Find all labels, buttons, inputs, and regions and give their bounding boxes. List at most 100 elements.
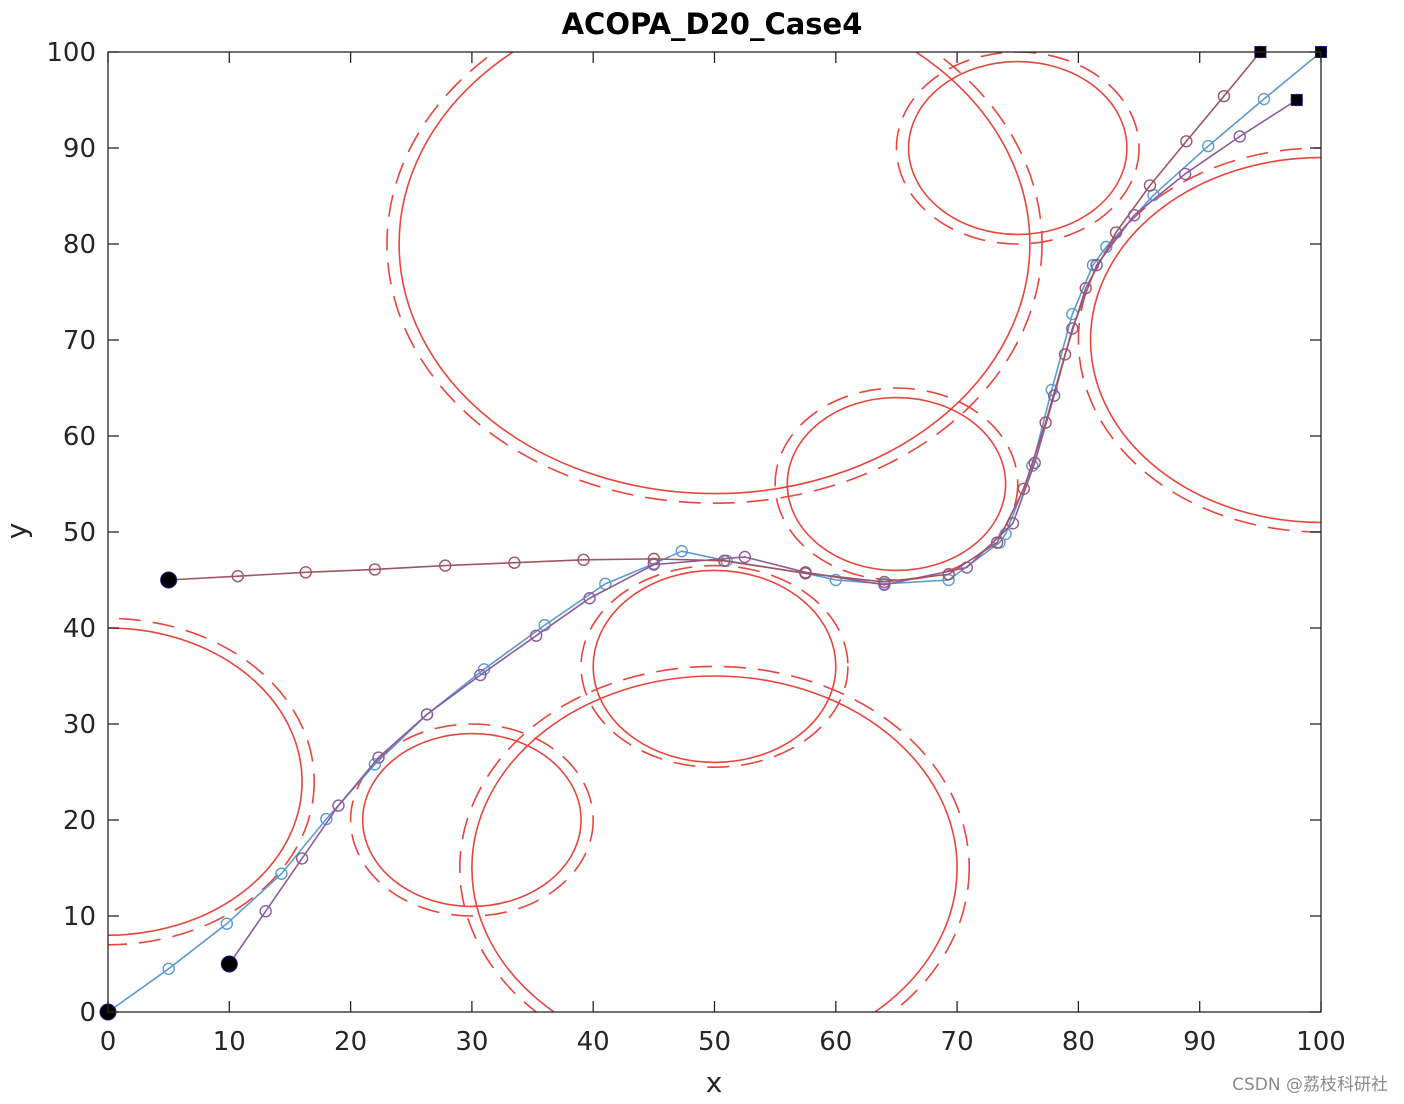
series-3-point (1017, 482, 1031, 495)
series-3-point (508, 556, 521, 569)
series-3-point (299, 566, 312, 579)
obstacle-6 (786, 396, 1007, 572)
series-3-point (718, 554, 731, 567)
obstacle-1-safety-margin (108, 617, 315, 946)
y-tick-label: 30 (63, 710, 96, 740)
obstacle-7-safety-margin (895, 52, 1140, 245)
series-1-point (1201, 139, 1215, 153)
series-2-point (1178, 167, 1192, 181)
obstacle-3 (471, 675, 958, 1012)
series-2-point (583, 592, 596, 605)
obstacle-2 (361, 732, 582, 908)
series-3 (160, 45, 1267, 589)
series-3-point (1039, 416, 1052, 429)
series-2-line (228, 99, 1298, 965)
y-tick-label: 80 (63, 230, 96, 260)
series-3-point (439, 559, 452, 572)
series-2-point (372, 751, 385, 764)
x-tick-label: 100 (1296, 1027, 1346, 1057)
obstacle-6-safety-margin (774, 387, 1019, 581)
obstacle-3-safety-margin (459, 665, 970, 1012)
series-2-point (259, 905, 272, 918)
x-tick-label: 70 (941, 1027, 974, 1057)
x-tick-label: 50 (698, 1027, 731, 1057)
series-3-point (1143, 179, 1157, 192)
series-1-point (220, 917, 234, 930)
series-2 (220, 93, 1303, 973)
series-2-point (1066, 322, 1079, 335)
obstacle-5 (398, 52, 1031, 495)
x-tick-label: 80 (1062, 1027, 1095, 1057)
x-tick-label: 20 (334, 1027, 367, 1057)
obstacle-4 (592, 569, 837, 764)
x-axis-label: x (706, 1066, 723, 1099)
series-2-start-marker (220, 955, 238, 973)
series-3-point (368, 563, 382, 576)
y-tick-label: 70 (63, 326, 96, 356)
series-2-point (420, 708, 434, 721)
obstacle-8-safety-margin (1077, 147, 1321, 533)
obstacle-4-safety-margin (580, 564, 849, 769)
y-tick-label: 50 (63, 518, 96, 548)
chart-title: ACOPA_D20_Case4 (562, 7, 863, 41)
series-3-point (231, 569, 244, 583)
series-1-point (999, 527, 1012, 541)
series-1 (99, 45, 1328, 1021)
series-3-point (647, 552, 661, 566)
x-tick-label: 40 (577, 1027, 610, 1057)
series-3-point (1180, 135, 1193, 148)
series-3-point (577, 553, 590, 567)
obstacle-5-safety-margin (386, 52, 1043, 504)
y-tick-label: 100 (46, 38, 96, 68)
series-1-point (1257, 92, 1271, 106)
series-1-point (829, 573, 842, 587)
series-2-point (738, 550, 752, 564)
series-1-point (275, 867, 288, 880)
y-axis-label: y (0, 523, 33, 540)
series-1-point (162, 962, 175, 975)
series-3-point (878, 575, 891, 589)
series-1-point (368, 758, 382, 771)
series-2-point (1233, 130, 1246, 143)
series-3-point (1217, 89, 1231, 103)
series-3-start-marker (160, 571, 178, 589)
obstacle-8 (1089, 156, 1321, 524)
series-2-point (474, 668, 487, 682)
obstacle-2-safety-margin (349, 723, 594, 917)
axes: 0 10 20 30 40 50 60 70 80 90 100 0 10 20 30 40 50 60 70 80 9… (46, 38, 1345, 1057)
series-3-point (1058, 348, 1072, 361)
series-2-point (295, 852, 309, 865)
series-2-end-marker (1290, 94, 1303, 106)
series-1-point (675, 545, 688, 558)
obstacle-1 (108, 627, 303, 936)
series-3-point (1079, 281, 1092, 295)
y-tick-label: 40 (63, 614, 96, 644)
series-3-line (168, 51, 1261, 583)
y-tick-label: 90 (63, 134, 96, 164)
series-2-point (878, 578, 891, 591)
obstacles (108, 52, 1321, 1012)
series-1-line (107, 51, 1322, 1013)
series-2-point (332, 799, 345, 812)
series-3-point (942, 568, 955, 581)
plot-frame (107, 51, 1322, 1013)
obstacle-7 (907, 60, 1128, 236)
x-tick-label: 30 (455, 1027, 488, 1057)
series-3-point (799, 567, 812, 580)
watermark: CSDN @荔枝科研社 (1232, 1075, 1388, 1095)
x-tick-label: 10 (213, 1027, 246, 1057)
path-series (99, 45, 1328, 1021)
y-tick-label: 0 (79, 998, 96, 1028)
y-tick-label: 10 (63, 902, 96, 932)
series-3-point (990, 536, 1004, 549)
series-3-point (1109, 226, 1123, 239)
x-tick-label: 0 (100, 1027, 117, 1057)
y-tick-label: 60 (63, 422, 96, 452)
x-tick-label: 90 (1183, 1027, 1216, 1057)
series-1-point (1045, 383, 1058, 397)
series-2-point (529, 629, 543, 642)
series-2-point (1090, 258, 1103, 272)
y-tick-label: 20 (63, 806, 96, 836)
x-tick-label: 60 (819, 1027, 852, 1057)
